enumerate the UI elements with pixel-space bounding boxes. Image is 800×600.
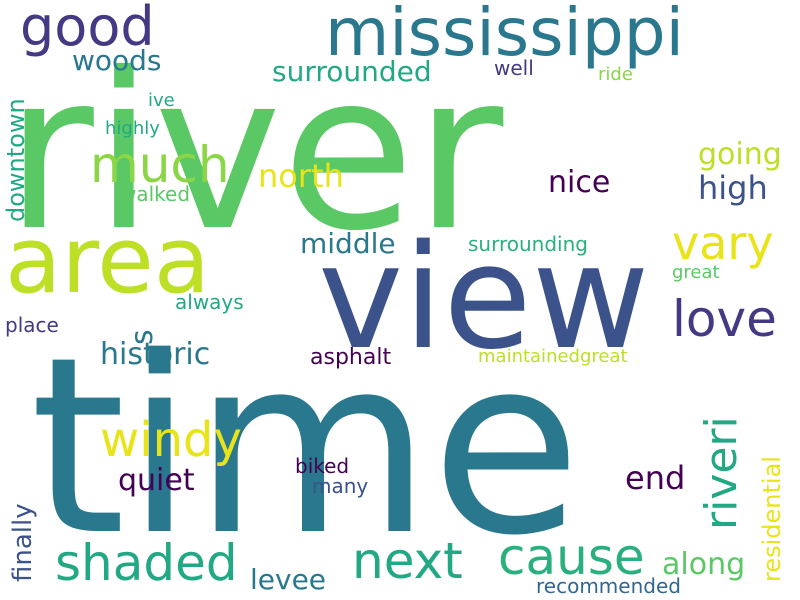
word-middle: middle <box>300 227 396 260</box>
word-time: time <box>30 305 582 589</box>
word-nice: nice <box>548 165 611 200</box>
word-good: good <box>20 0 155 58</box>
word-north: north <box>258 157 344 195</box>
word-cause: cause <box>498 528 645 586</box>
word-many: many <box>312 474 369 498</box>
word-well: well <box>494 56 534 80</box>
word-woods: woods <box>72 44 162 77</box>
word-river: river <box>5 27 504 278</box>
word-walked: walked <box>120 182 191 206</box>
word-surrounding: surrounding <box>468 232 588 256</box>
word-residential: residential <box>758 456 786 582</box>
word-historic: historic <box>100 337 211 372</box>
word-high: high <box>698 169 768 207</box>
word-along: along <box>662 547 746 582</box>
word-love: love <box>672 290 777 348</box>
word-recommended: recommended <box>536 574 681 598</box>
word-levee: levee <box>250 563 327 596</box>
word-view: view <box>318 213 650 381</box>
word-ride: ride <box>598 64 633 85</box>
word-windy: windy <box>100 412 242 468</box>
word-maintainedgreat: maintainedgreat <box>478 346 628 367</box>
word-ive: ive <box>148 90 175 111</box>
word-going: going <box>698 137 782 172</box>
word-always: always <box>175 290 244 314</box>
word-area: area <box>5 207 211 314</box>
word-next: next <box>352 532 463 590</box>
word-downtown: downtown <box>2 98 30 222</box>
word-surrounded: surrounded <box>272 55 432 88</box>
word-biked: biked <box>295 454 350 478</box>
word-highly: highly <box>105 118 160 139</box>
word-great-1: great <box>672 262 720 283</box>
word-end: end <box>625 459 686 497</box>
word-place: place <box>5 313 59 337</box>
word-s: s <box>125 329 160 345</box>
word-asphalt: asphalt <box>310 345 392 370</box>
word-quiet: quiet <box>118 463 195 498</box>
word-finally: finally <box>8 503 38 582</box>
word-vary: vary <box>672 216 774 270</box>
word-much: much <box>90 136 230 194</box>
word-riveri: riveri <box>696 416 747 530</box>
word-shaded: shaded <box>55 534 238 592</box>
word-mississippi: mississippi <box>325 0 684 71</box>
